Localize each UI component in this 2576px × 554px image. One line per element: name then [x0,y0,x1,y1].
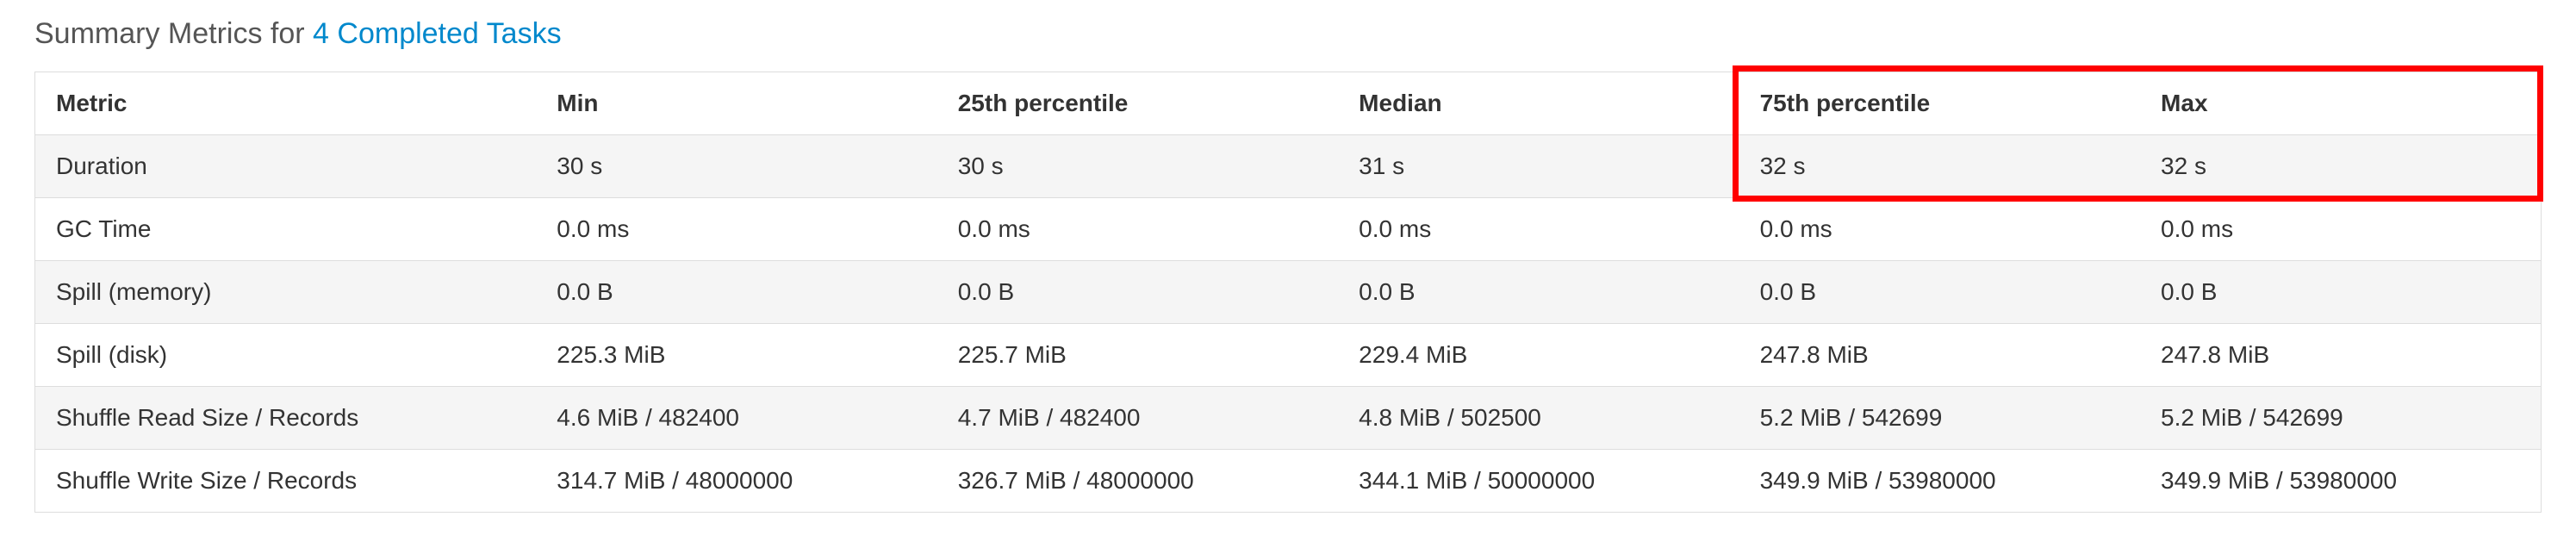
table-cell: 225.3 MiB [536,324,936,387]
table-cell: 326.7 MiB / 48000000 [937,450,1338,513]
table-cell: 0.0 B [536,261,936,324]
table-cell: 314.7 MiB / 48000000 [536,450,936,513]
table-cell: 247.8 MiB [2140,324,2541,387]
table-cell: 0.0 B [2140,261,2541,324]
table-cell: 4.8 MiB / 502500 [1338,387,1739,450]
summary-heading: Summary Metrics for 4 Completed Tasks [34,17,2542,51]
col-75th: 75th percentile [1739,72,2140,135]
table-row: Spill (memory)0.0 B0.0 B0.0 B0.0 B0.0 B [35,261,2542,324]
table-cell: 0.0 B [1338,261,1739,324]
table-row: Shuffle Write Size / Records314.7 MiB / … [35,450,2542,513]
table-cell: 0.0 ms [536,198,936,261]
table-row: Shuffle Read Size / Records4.6 MiB / 482… [35,387,2542,450]
table-cell: 32 s [1739,135,2140,198]
table-cell: Spill (memory) [35,261,537,324]
table-cell: 0.0 ms [1739,198,2140,261]
table-cell: 349.9 MiB / 53980000 [2140,450,2541,513]
col-25th: 25th percentile [937,72,1338,135]
table-row: Spill (disk)225.3 MiB225.7 MiB229.4 MiB2… [35,324,2542,387]
table-row: Duration30 s30 s31 s32 s32 s [35,135,2542,198]
table-cell: 225.7 MiB [937,324,1338,387]
table-cell: 5.2 MiB / 542699 [2140,387,2541,450]
table-cell: 30 s [937,135,1338,198]
table-cell: Shuffle Read Size / Records [35,387,537,450]
table-cell: 0.0 ms [2140,198,2541,261]
table-cell: 0.0 B [937,261,1338,324]
table-cell: 0.0 ms [1338,198,1739,261]
table-cell: Shuffle Write Size / Records [35,450,537,513]
metrics-table-wrapper: Metric Min 25th percentile Median 75th p… [34,72,2542,513]
table-cell: 4.6 MiB / 482400 [536,387,936,450]
table-cell: 0.0 B [1739,261,2140,324]
col-median: Median [1338,72,1739,135]
table-cell: 30 s [536,135,936,198]
col-metric: Metric [35,72,537,135]
table-cell: 247.8 MiB [1739,324,2140,387]
table-cell: 0.0 ms [937,198,1338,261]
metrics-table: Metric Min 25th percentile Median 75th p… [34,72,2542,513]
col-max: Max [2140,72,2541,135]
table-cell: Spill (disk) [35,324,537,387]
table-cell: 349.9 MiB / 53980000 [1739,450,2140,513]
table-cell: 32 s [2140,135,2541,198]
table-body: Duration30 s30 s31 s32 s32 sGC Time0.0 m… [35,135,2542,513]
table-cell: 229.4 MiB [1338,324,1739,387]
table-cell: GC Time [35,198,537,261]
col-min: Min [536,72,936,135]
heading-prefix: Summary Metrics for [34,17,313,50]
table-cell: Duration [35,135,537,198]
table-cell: 344.1 MiB / 50000000 [1338,450,1739,513]
table-cell: 31 s [1338,135,1739,198]
completed-tasks-link[interactable]: 4 Completed Tasks [313,17,562,50]
table-cell: 5.2 MiB / 542699 [1739,387,2140,450]
table-row: GC Time0.0 ms0.0 ms0.0 ms0.0 ms0.0 ms [35,198,2542,261]
table-cell: 4.7 MiB / 482400 [937,387,1338,450]
table-header-row: Metric Min 25th percentile Median 75th p… [35,72,2542,135]
